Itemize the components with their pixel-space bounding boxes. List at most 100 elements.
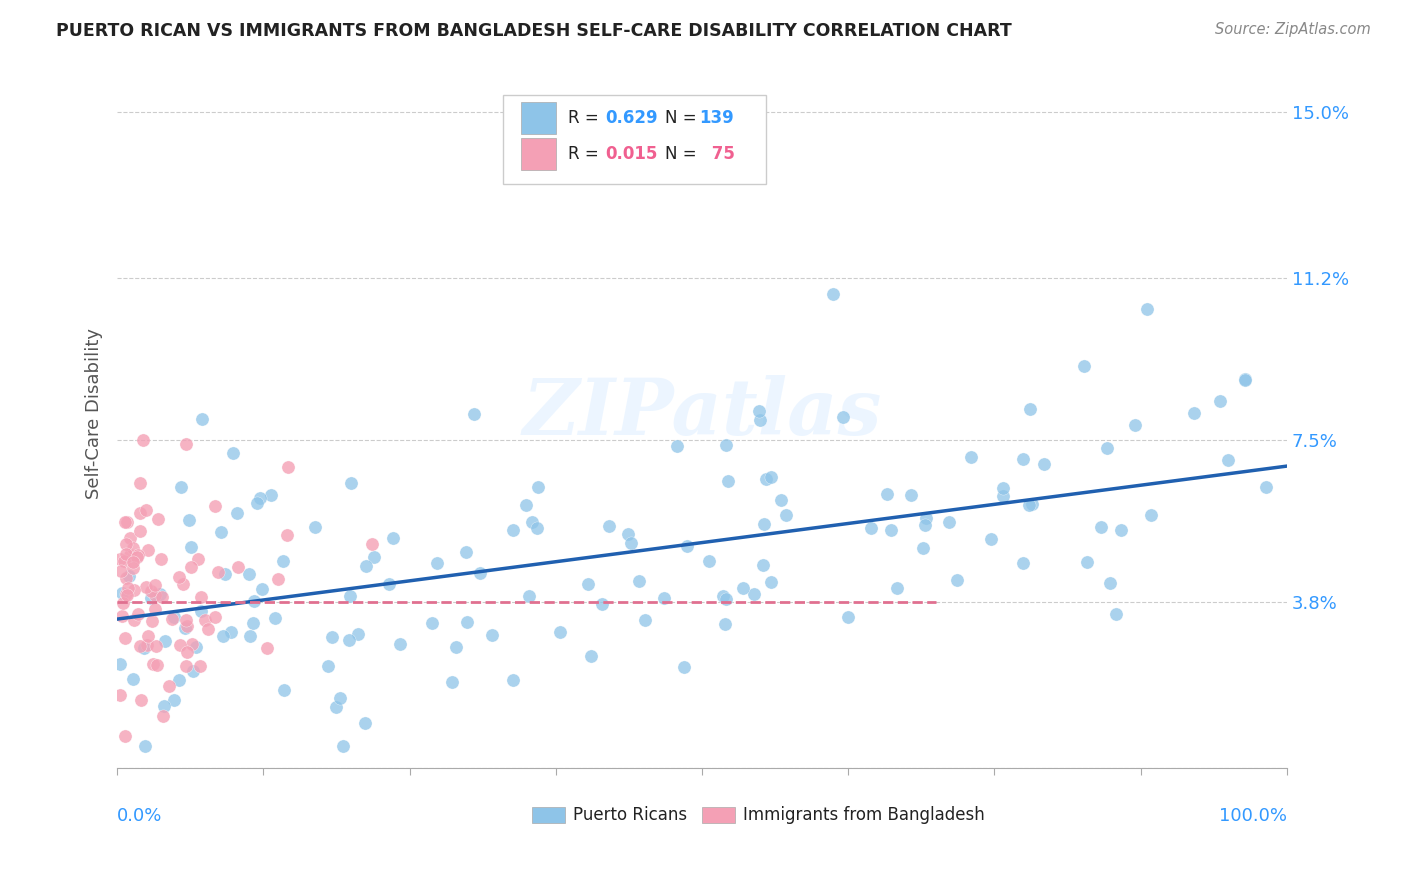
Point	[876, 486, 898, 500]
Point	[1018, 402, 1040, 417]
Point	[180, 560, 202, 574]
Point	[219, 625, 242, 640]
Bar	[520, 103, 555, 135]
Point	[454, 544, 477, 558]
Point	[714, 591, 737, 606]
Point	[245, 496, 267, 510]
Point	[122, 582, 145, 597]
Point	[146, 658, 169, 673]
Point	[152, 699, 174, 714]
Point	[120, 548, 142, 562]
Point	[129, 506, 152, 520]
Point	[153, 634, 176, 648]
Point	[167, 673, 190, 687]
Point	[167, 570, 190, 584]
Point	[321, 630, 343, 644]
Point	[759, 575, 782, 590]
Point	[128, 640, 150, 654]
Point	[139, 583, 162, 598]
Point	[264, 611, 287, 625]
Point	[1136, 302, 1159, 317]
Point	[1109, 523, 1132, 537]
Point	[191, 412, 214, 426]
Point	[177, 513, 200, 527]
Point	[502, 673, 524, 687]
Point	[108, 688, 131, 702]
Point	[174, 436, 197, 450]
Point	[900, 488, 922, 502]
Point	[152, 709, 174, 723]
Point	[1073, 359, 1095, 373]
Point	[239, 629, 262, 643]
Point	[111, 608, 134, 623]
Point	[354, 558, 377, 573]
Point	[332, 739, 354, 753]
Point	[304, 519, 326, 533]
Point	[993, 481, 1015, 495]
Point	[110, 552, 132, 566]
Point	[136, 629, 159, 643]
Point	[616, 527, 638, 541]
Text: 75: 75	[706, 145, 734, 162]
Text: Source: ZipAtlas.com: Source: ZipAtlas.com	[1215, 22, 1371, 37]
Point	[226, 559, 249, 574]
Bar	[520, 138, 555, 169]
Point	[363, 550, 385, 565]
Text: R =: R =	[568, 110, 603, 128]
Point	[163, 692, 186, 706]
Point	[187, 551, 209, 566]
Point	[135, 638, 157, 652]
Point	[1123, 417, 1146, 432]
Point	[1099, 576, 1122, 591]
Point	[204, 499, 226, 513]
Point	[821, 287, 844, 301]
Point	[134, 739, 156, 753]
Point	[225, 506, 247, 520]
Point	[382, 531, 405, 545]
Point	[204, 610, 226, 624]
Point	[481, 628, 503, 642]
Bar	[702, 807, 735, 823]
Text: 0.629: 0.629	[605, 110, 658, 128]
Point	[180, 540, 202, 554]
Point	[665, 439, 688, 453]
Point	[114, 729, 136, 743]
Point	[273, 554, 295, 568]
Point	[214, 566, 236, 581]
Point	[115, 571, 138, 585]
Point	[527, 480, 550, 494]
Point	[149, 587, 172, 601]
Point	[122, 541, 145, 556]
Point	[115, 588, 138, 602]
Point	[122, 555, 145, 569]
Point	[145, 639, 167, 653]
Point	[174, 621, 197, 635]
Point	[136, 543, 159, 558]
Point	[211, 629, 233, 643]
Point	[960, 450, 983, 464]
Point	[860, 521, 883, 535]
Point	[652, 591, 675, 606]
Point	[748, 404, 770, 418]
Text: Immigrants from Bangladesh: Immigrants from Bangladesh	[742, 806, 984, 824]
Point	[135, 503, 157, 517]
Point	[176, 619, 198, 633]
Point	[1234, 371, 1257, 385]
Point	[190, 603, 212, 617]
Text: PUERTO RICAN VS IMMIGRANTS FROM BANGLADESH SELF-CARE DISABILITY CORRELATION CHAR: PUERTO RICAN VS IMMIGRANTS FROM BANGLADE…	[56, 22, 1012, 40]
Point	[190, 659, 212, 673]
Point	[579, 649, 602, 664]
Point	[980, 533, 1002, 547]
Point	[273, 683, 295, 698]
Text: 0.0%: 0.0%	[117, 806, 163, 824]
Point	[1076, 555, 1098, 569]
Point	[316, 659, 339, 673]
Point	[143, 577, 166, 591]
Point	[169, 638, 191, 652]
Text: N =: N =	[665, 145, 702, 162]
Point	[146, 512, 169, 526]
Point	[132, 640, 155, 655]
Point	[378, 577, 401, 591]
Point	[517, 589, 540, 603]
Point	[117, 515, 139, 529]
